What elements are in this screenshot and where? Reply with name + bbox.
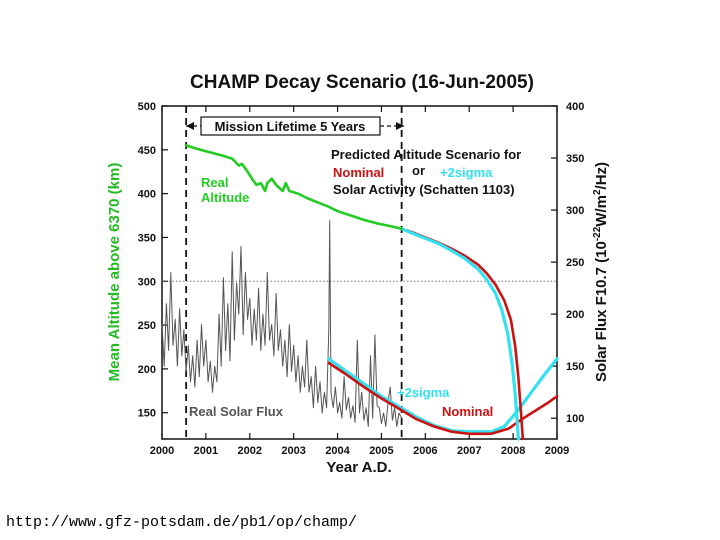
x-tick-label: 2008 xyxy=(501,445,525,457)
right-tick: 400 xyxy=(551,101,584,113)
x-tick: 2006 xyxy=(413,106,438,457)
series-real-solar-flux xyxy=(161,220,403,427)
left-tick-label: 250 xyxy=(138,320,156,332)
x-tick: 2005 xyxy=(369,106,394,457)
x-tick-label: 2006 xyxy=(413,445,437,457)
x-axis-label: Year A.D. xyxy=(326,459,391,476)
prediction-nominal-label: Nominal xyxy=(333,165,384,180)
source-url[interactable]: http://www.gfz-potsdam.de/pb1/op/champ/ xyxy=(6,514,358,531)
chart: CHAMP Decay Scenario (16-Jun-2005) 2000 2… xyxy=(106,72,610,476)
left-tick: 450 xyxy=(138,145,168,157)
x-tick-label: 2007 xyxy=(457,445,481,457)
left-tick-label: 450 xyxy=(138,145,156,157)
right-tick: 200 xyxy=(551,309,584,321)
right-tick-label: 350 xyxy=(566,153,584,165)
x-tick-label: 2004 xyxy=(325,445,350,457)
x-tick-label: 2001 xyxy=(194,445,218,457)
left-tick-label: 300 xyxy=(138,276,156,288)
mission-lifetime-label: Mission Lifetime 5 Years xyxy=(215,119,366,134)
right-tick-label: 100 xyxy=(566,413,584,425)
prediction-plus2sigma-label: +2sigma xyxy=(440,165,493,180)
series-solar-flux-prediction-nominal xyxy=(327,361,559,436)
series-real-altitude xyxy=(184,144,403,230)
right-tick: 300 xyxy=(551,205,584,217)
x-tick-label: 2003 xyxy=(281,445,305,457)
left-axis-label: Mean Altitude above 6370 (km) xyxy=(106,163,123,382)
x-tick: 2000 xyxy=(150,106,174,457)
right-axis-label: Solar Flux F10.7 (10-22W/m2/Hz) xyxy=(592,162,610,382)
chart-title: CHAMP Decay Scenario (16-Jun-2005) xyxy=(190,72,534,93)
x-tick: 2001 xyxy=(194,106,218,457)
prediction-annotation-line3: Solar Activity (Schatten 1103) xyxy=(333,182,515,197)
left-tick-label: 500 xyxy=(138,101,156,113)
left-tick: 200 xyxy=(138,364,168,376)
left-tick: 350 xyxy=(138,232,168,244)
left-axis-ticks: 500 450 400 350 300 250 200 150 xyxy=(138,101,168,420)
right-tick: 250 xyxy=(551,257,584,269)
x-tick: 2008 xyxy=(501,106,525,457)
real-altitude-label-line1: Real xyxy=(201,175,228,190)
real-altitude-label-line2: Altitude xyxy=(201,190,249,205)
x-tick-label: 2002 xyxy=(238,445,262,457)
left-tick: 400 xyxy=(138,189,168,201)
right-tick: 100 xyxy=(551,413,584,425)
x-tick-label: 2009 xyxy=(545,445,569,457)
left-tick: 500 xyxy=(138,101,168,113)
flux-plus2sigma-label: +2sigma xyxy=(397,385,450,400)
x-tick-label: 2000 xyxy=(150,445,174,457)
x-tick-label: 2005 xyxy=(369,445,393,457)
right-tick-label: 250 xyxy=(566,257,584,269)
flux-nominal-label: Nominal xyxy=(442,404,493,419)
x-tick: 2009 xyxy=(545,106,569,457)
x-axis-ticks: 2000 2001 2002 2003 2004 2005 2006 2007 2008 2009 xyxy=(150,106,569,457)
x-tick: 2002 xyxy=(238,106,262,457)
right-tick-label: 300 xyxy=(566,205,584,217)
series-layer xyxy=(161,144,559,441)
x-tick: 2003 xyxy=(281,106,306,457)
right-axis-ticks: 400 350 300 250 200 150 100 xyxy=(551,101,584,425)
right-tick: 350 xyxy=(551,153,584,165)
left-tick-label: 150 xyxy=(138,408,156,420)
right-tick-label: 400 xyxy=(566,101,584,113)
left-tick: 150 xyxy=(138,408,168,420)
right-tick-label: 150 xyxy=(566,361,584,373)
prediction-or-label: or xyxy=(412,163,425,178)
mission-lifetime-bracket: Mission Lifetime 5 Years xyxy=(186,116,404,136)
real-solar-flux-label: Real Solar Flux xyxy=(189,404,284,419)
series-predicted-altitude-2sigma xyxy=(400,227,520,441)
left-tick-label: 200 xyxy=(138,364,156,376)
left-tick-label: 400 xyxy=(138,189,156,201)
right-tick-label: 200 xyxy=(566,309,584,321)
prediction-annotation-line1: Predicted Altitude Scenario for xyxy=(331,147,521,162)
left-tick-label: 350 xyxy=(138,232,156,244)
x-tick: 2004 xyxy=(325,106,351,457)
